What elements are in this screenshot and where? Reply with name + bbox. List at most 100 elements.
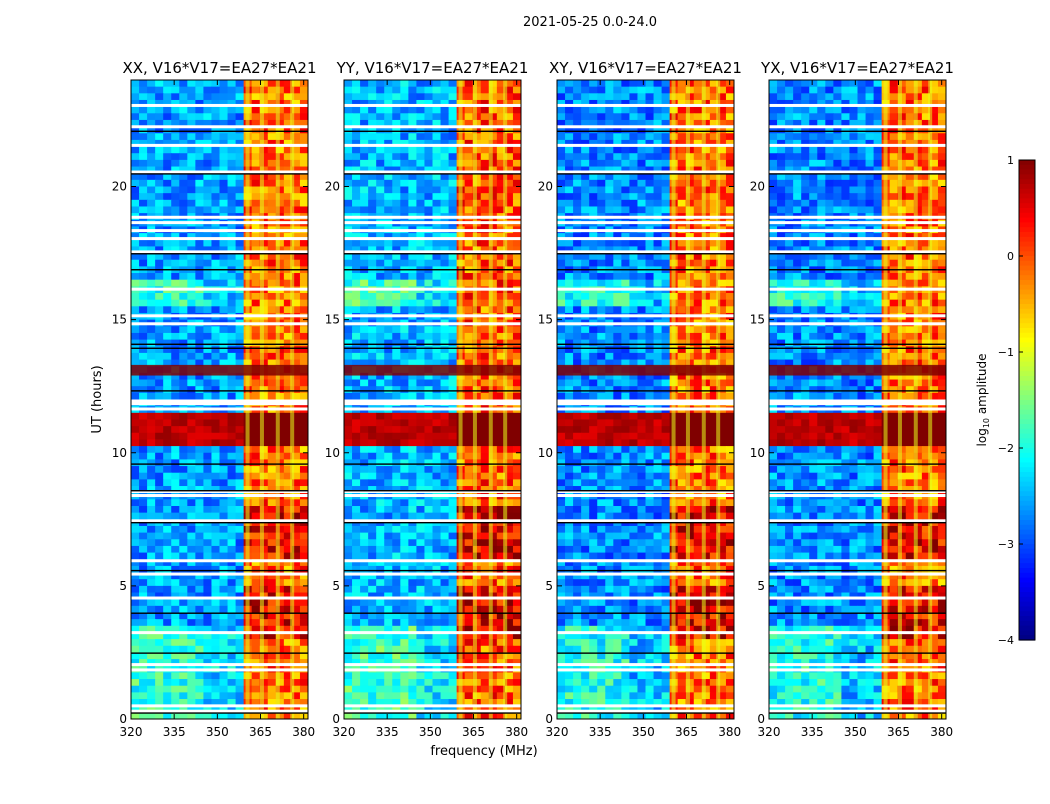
- heatmap-cell: [163, 133, 172, 140]
- heatmap-cell: [131, 147, 140, 154]
- heatmap-cell: [481, 459, 490, 466]
- flagged-row: [344, 125, 521, 128]
- heatmap-cell: [384, 206, 393, 213]
- heatmap-cell: [187, 479, 196, 486]
- heatmap-cell: [195, 380, 204, 387]
- heatmap-cell: [147, 346, 156, 353]
- heatmap-cell: [400, 513, 409, 520]
- heatmap-cell: [268, 393, 277, 400]
- heatmap-cell: [211, 579, 220, 586]
- heatmap-cell: [433, 473, 442, 480]
- heatmap-cell: [433, 187, 442, 194]
- flagged-row: [344, 407, 521, 410]
- heatmap-cell: [449, 280, 458, 287]
- heatmap-cell: [368, 646, 377, 653]
- heatmap-cell: [481, 599, 490, 606]
- heatmap-cell: [597, 87, 606, 94]
- heatmap-cell: [163, 553, 172, 560]
- heatmap-cell: [211, 692, 220, 699]
- heatmap-cell: [195, 513, 204, 520]
- heatmap-cell: [163, 453, 172, 460]
- heatmap-cell: [236, 619, 245, 626]
- heatmap-cell: [605, 206, 614, 213]
- heatmap-cell: [155, 513, 164, 520]
- heatmap-cell: [131, 679, 140, 686]
- heatmap-cell: [384, 306, 393, 313]
- heatmap-cell: [392, 333, 401, 340]
- heatmap-cell: [441, 107, 450, 114]
- heatmap-cell: [392, 479, 401, 486]
- heatmap-cell: [220, 506, 229, 513]
- heatmap-cell: [203, 679, 212, 686]
- heatmap-cell: [179, 273, 188, 280]
- heatmap-cell: [228, 479, 237, 486]
- heatmap-cell: [352, 346, 361, 353]
- heatmap-cell: [465, 466, 474, 473]
- heatmap-cell: [360, 473, 369, 480]
- heatmap-cell: [408, 473, 417, 480]
- heatmap-cell: [187, 113, 196, 120]
- heatmap-cell: [416, 419, 425, 426]
- dark-row: [131, 712, 308, 713]
- heatmap-cell: [481, 353, 490, 360]
- heatmap-cell: [268, 333, 277, 340]
- heatmap-cell: [252, 526, 261, 533]
- heatmap-cell: [187, 200, 196, 207]
- heatmap-cell: [344, 426, 353, 433]
- heatmap-cell: [449, 606, 458, 613]
- heatmap-cell: [131, 566, 140, 573]
- heatmap-cell: [376, 546, 385, 553]
- heatmap-cell: [573, 193, 582, 200]
- heatmap-cell: [203, 340, 212, 347]
- heatmap-cell: [408, 93, 417, 100]
- heatmap-cell: [139, 459, 148, 466]
- heatmap-cell: [236, 280, 245, 287]
- heatmap-cell: [392, 586, 401, 593]
- heatmap-cell: [252, 180, 261, 187]
- heatmap-cell: [654, 133, 663, 140]
- heatmap-cell: [481, 672, 490, 679]
- heatmap-cell: [203, 346, 212, 353]
- heatmap-cell: [195, 692, 204, 699]
- heatmap-cell: [441, 306, 450, 313]
- heatmap-cell: [465, 333, 474, 340]
- heatmap-cell: [408, 113, 417, 120]
- heatmap-cell: [416, 187, 425, 194]
- heatmap-cell: [424, 446, 433, 453]
- heatmap-cell: [376, 200, 385, 207]
- heatmap-cell: [433, 579, 442, 586]
- heatmap-cell: [252, 686, 261, 693]
- heatmap-cell: [220, 353, 229, 360]
- heatmap-cell: [441, 539, 450, 546]
- heatmap-cell: [441, 433, 450, 440]
- heatmap-cell: [163, 340, 172, 347]
- heatmap-cell: [408, 599, 417, 606]
- heatmap-cell: [268, 206, 277, 213]
- heatmap-cell: [465, 386, 474, 393]
- heatmap-cell: [449, 426, 458, 433]
- heatmap-cell: [424, 380, 433, 387]
- heatmap-cell: [228, 526, 237, 533]
- heatmap-cell: [465, 280, 474, 287]
- heatmap-cell: [416, 160, 425, 167]
- heatmap-cell: [203, 326, 212, 333]
- heatmap-cell: [441, 533, 450, 540]
- heatmap-cell: [139, 419, 148, 426]
- heatmap-cells: [131, 80, 309, 720]
- heatmap-cell: [637, 160, 646, 167]
- heatmap-cell: [344, 187, 353, 194]
- heatmap-cell: [441, 686, 450, 693]
- heatmap-cell: [211, 273, 220, 280]
- heatmap-cell: [441, 479, 450, 486]
- heatmap-cell: [481, 333, 490, 340]
- heatmap-cell: [171, 353, 180, 360]
- heatmap-cell: [726, 193, 735, 200]
- heatmap-cell: [187, 273, 196, 280]
- heatmap-cell: [131, 473, 140, 480]
- heatmap-cell: [408, 333, 417, 340]
- heatmap-cell: [376, 459, 385, 466]
- heatmap-cell: [171, 200, 180, 207]
- heatmap-cell: [155, 692, 164, 699]
- heatmap-cell: [441, 453, 450, 460]
- heatmap-cell: [195, 87, 204, 94]
